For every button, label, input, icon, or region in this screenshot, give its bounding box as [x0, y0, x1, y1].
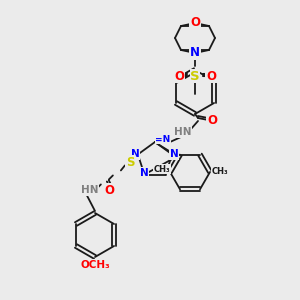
Text: S: S: [126, 156, 134, 169]
Text: =N: =N: [155, 134, 171, 143]
Text: N: N: [190, 46, 200, 59]
Text: N: N: [130, 149, 139, 159]
Text: HN: HN: [81, 185, 99, 195]
Text: N: N: [140, 168, 149, 178]
Text: S: S: [190, 70, 200, 83]
Text: CH₃: CH₃: [212, 167, 228, 176]
Text: HN: HN: [174, 127, 192, 137]
Text: CH₃: CH₃: [154, 164, 170, 173]
Text: O: O: [174, 70, 184, 83]
Text: O: O: [207, 113, 217, 127]
Text: O: O: [104, 184, 114, 197]
Text: O: O: [206, 70, 216, 83]
Text: O: O: [190, 16, 200, 29]
Text: N: N: [170, 149, 178, 159]
Text: OCH₃: OCH₃: [80, 260, 110, 270]
